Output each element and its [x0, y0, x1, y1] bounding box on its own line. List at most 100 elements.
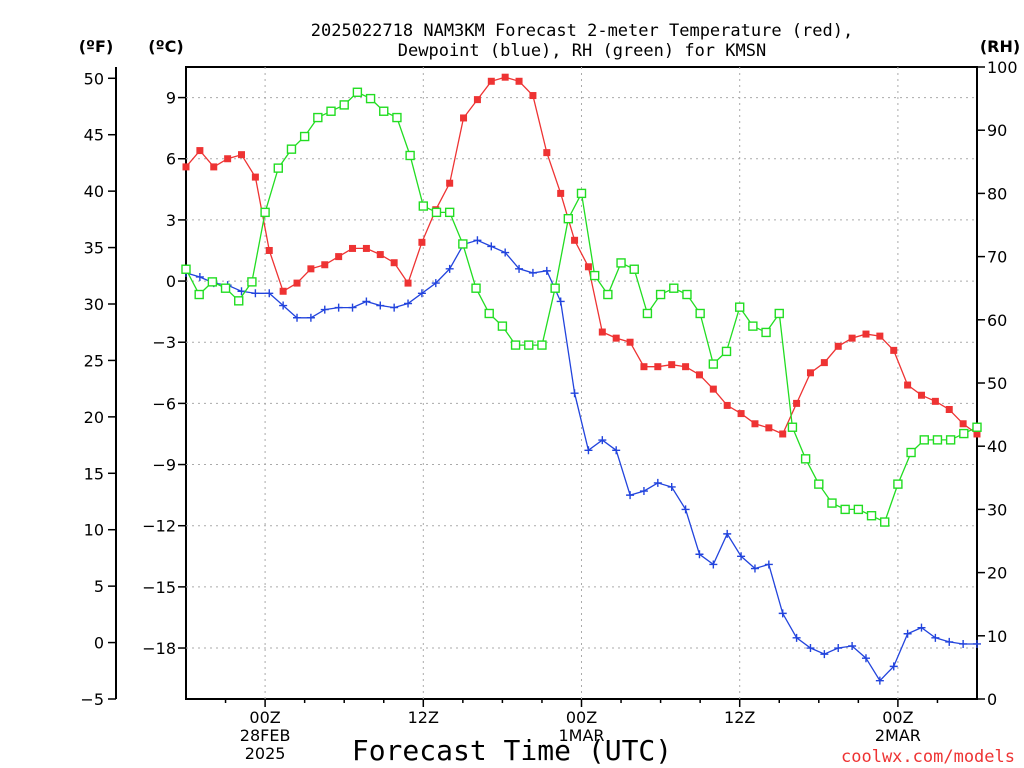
dewpoint-point — [598, 436, 607, 445]
dewpoint-point — [320, 305, 329, 314]
celsius-tick-label: −6 — [152, 394, 176, 413]
rh-point — [945, 435, 956, 445]
rh-point — [247, 277, 257, 287]
temperature-point — [626, 338, 634, 346]
dewpoint-point — [973, 639, 981, 648]
temperature-point — [487, 77, 495, 85]
temperature-point — [904, 381, 912, 389]
temperature-point — [834, 342, 842, 350]
dewpoint-point — [528, 268, 537, 277]
dewpoint-point — [431, 279, 440, 288]
dewpoint-point — [875, 676, 884, 685]
dewpoint-point — [362, 297, 371, 306]
temperature-point — [543, 149, 551, 157]
temperature-point — [973, 430, 981, 438]
dewpoint-point — [709, 560, 718, 569]
rh-point — [708, 359, 719, 369]
rh-point — [959, 428, 969, 439]
dewpoint-line — [185, 239, 977, 682]
rh-point — [814, 479, 824, 489]
temperature-line — [185, 76, 978, 435]
dewpoint-point — [667, 482, 676, 491]
dewpoint-point — [626, 491, 635, 500]
temperature-point — [709, 385, 717, 393]
rh-point — [906, 447, 916, 458]
temperature-point — [279, 287, 287, 295]
rh-point — [286, 144, 297, 154]
rh-point — [497, 321, 508, 331]
dewpoint-point — [778, 609, 787, 618]
dewpoint-point — [265, 289, 274, 298]
rh-point — [695, 308, 705, 319]
dewpoint-point — [501, 248, 510, 257]
dewpoint-point — [195, 272, 204, 281]
fahrenheit-tick-label: 15 — [84, 464, 104, 483]
x-tick-label: 00Z — [566, 708, 597, 727]
rh-point — [444, 207, 455, 218]
temperature-point — [806, 369, 814, 377]
rh-point — [642, 308, 653, 319]
rh-point — [339, 100, 349, 110]
fahrenheit-tick-label: 40 — [84, 182, 104, 201]
rh-point — [431, 207, 442, 218]
celsius-tick-label: −18 — [142, 639, 176, 658]
chart-title-line2: Dewpoint (blue), RH (green) for KMSN — [398, 41, 766, 61]
rh-point — [682, 289, 692, 300]
rh-point — [853, 504, 864, 515]
temperature-point — [737, 410, 745, 418]
rh-tick-label: 10 — [987, 627, 1007, 646]
temperature-point — [793, 399, 801, 407]
temperature-point — [529, 92, 537, 100]
celsius-tick-label: 6 — [166, 150, 176, 169]
rh-point — [484, 308, 494, 319]
temperature-point — [612, 334, 620, 342]
rh-point — [669, 283, 679, 293]
dewpoint-point — [237, 287, 246, 296]
dewpoint-point — [445, 264, 454, 273]
dewpoint-point — [404, 299, 413, 308]
celsius-tick-label: −15 — [142, 578, 176, 597]
unit-label-celsius: (ºC) — [148, 37, 183, 56]
rh-point — [299, 131, 310, 142]
rh-point — [919, 435, 929, 445]
fahrenheit-tick-label: 5 — [94, 577, 104, 596]
dewpoint-point — [487, 242, 496, 251]
celsius-tick-label: 3 — [166, 211, 176, 230]
rh-point — [537, 340, 547, 350]
dewpoint-point — [764, 560, 773, 569]
rh-point — [471, 283, 481, 293]
dewpoint-point — [556, 297, 565, 306]
temperature-point — [321, 261, 329, 269]
temperature-point — [571, 236, 579, 244]
temperature-point — [765, 424, 773, 432]
rh-point — [260, 207, 270, 218]
dewpoint-point — [251, 289, 260, 298]
rh-tick-label: 40 — [987, 437, 1007, 456]
fahrenheit-tick-label: 25 — [84, 351, 104, 370]
dewpoint-point — [834, 644, 843, 653]
x-tick-date: 2MAR — [875, 726, 921, 745]
rh-point — [787, 422, 798, 432]
temperature-point — [418, 238, 426, 246]
rh-tick-label: 80 — [987, 184, 1007, 203]
temperature-point — [210, 163, 218, 171]
x-tick-label: 00Z — [882, 708, 913, 727]
rh-tick-label: 100 — [987, 58, 1018, 77]
dewpoint-point — [737, 552, 746, 561]
temperature-point — [917, 391, 925, 399]
rh-point — [655, 289, 666, 300]
series-layer — [181, 73, 982, 685]
rh-point — [866, 511, 877, 521]
dewpoint-point — [473, 236, 482, 245]
fahrenheit-tick-label: 20 — [84, 408, 104, 427]
unit-label-rh: (RH) — [980, 37, 1020, 56]
rh-point — [880, 517, 890, 527]
rh-point — [563, 213, 574, 224]
rh-point — [761, 327, 771, 338]
fahrenheit-tick-label: 30 — [84, 295, 104, 314]
celsius-tick-label: −12 — [142, 517, 176, 536]
dewpoint-point — [945, 637, 954, 646]
rh-tick-label: 50 — [987, 374, 1007, 393]
temperature-point — [723, 401, 731, 409]
